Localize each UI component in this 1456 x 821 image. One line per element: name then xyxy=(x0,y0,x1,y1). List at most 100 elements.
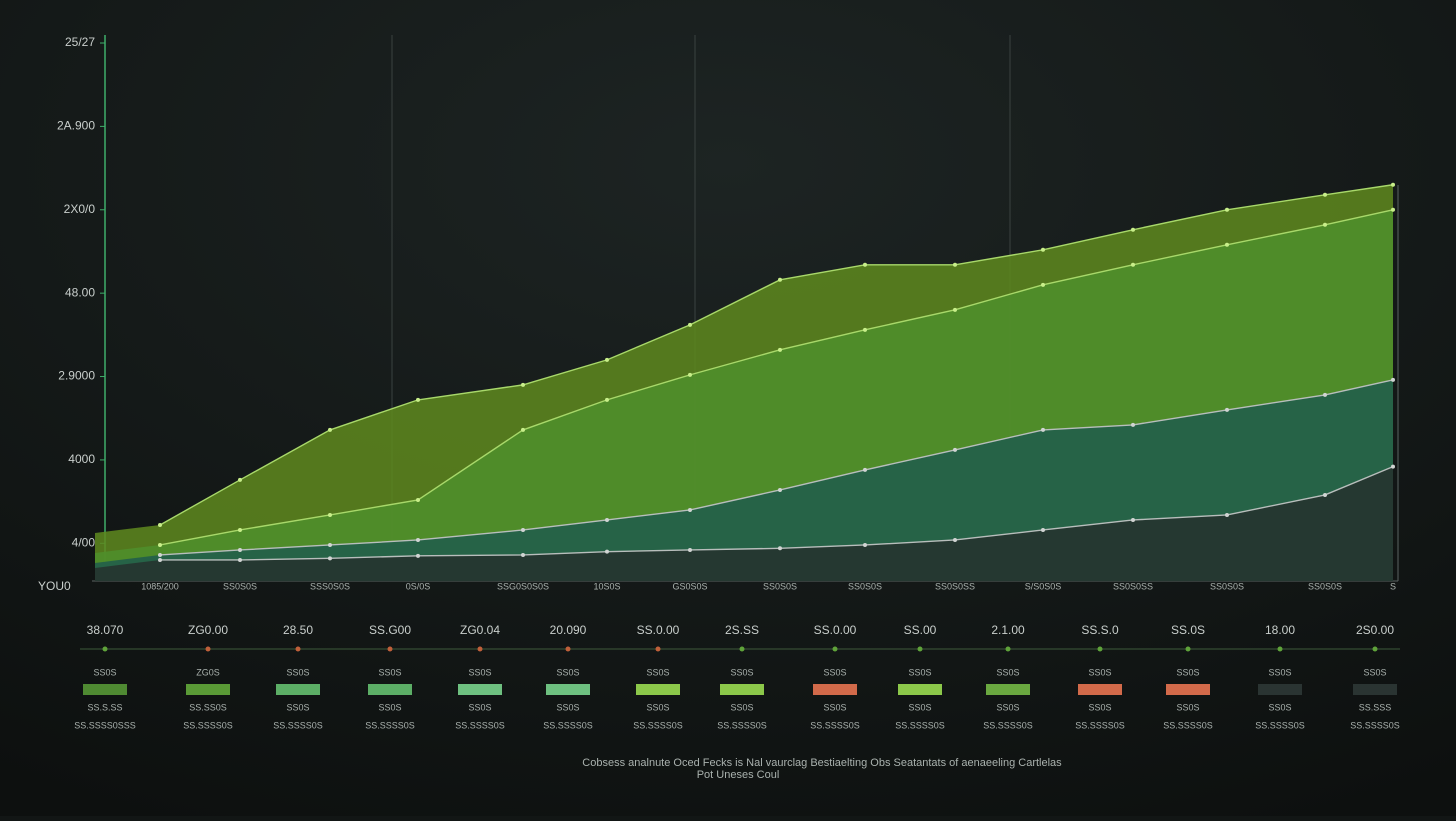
point xyxy=(778,487,782,492)
x-tick-label: SS0S0S xyxy=(1210,581,1244,591)
x-tick-label: SS0S0S xyxy=(223,581,257,591)
swatch xyxy=(458,684,502,695)
timeline-dot xyxy=(1185,646,1191,652)
column-sub: SS.SSSS0S xyxy=(983,720,1033,730)
swatch xyxy=(898,684,942,695)
timeline-dot xyxy=(477,646,483,652)
column-label: ZG0S xyxy=(196,667,220,677)
timeline-dot xyxy=(387,646,393,652)
point xyxy=(521,527,525,532)
swatch xyxy=(720,684,764,695)
column-sub: SS.SSSS0S xyxy=(1255,720,1305,730)
point xyxy=(688,322,692,327)
swatch xyxy=(813,684,857,695)
point xyxy=(863,467,867,472)
column-value: SS.0S xyxy=(1171,623,1205,637)
point xyxy=(238,557,242,562)
point xyxy=(1323,492,1327,497)
column-sub: SS0S xyxy=(468,702,491,712)
point xyxy=(688,372,692,377)
column-value: 2.1.00 xyxy=(991,623,1025,637)
point xyxy=(605,397,609,402)
column-sub: SS.S.SS xyxy=(87,702,122,712)
swatch xyxy=(1078,684,1122,695)
timeline-dot xyxy=(1097,646,1103,652)
point xyxy=(1131,227,1135,232)
swatch xyxy=(986,684,1030,695)
point xyxy=(1041,282,1045,287)
point xyxy=(521,552,525,557)
point xyxy=(416,537,420,542)
column-sub: SS.SSSS0S xyxy=(633,720,683,730)
timeline-dot xyxy=(205,646,211,652)
column-sub: SS.SSSS0S xyxy=(1163,720,1213,730)
column-label: SS0S xyxy=(1176,667,1199,677)
column-value: SS.0.00 xyxy=(637,623,680,637)
point xyxy=(416,397,420,402)
column-sub: SS.SS0S xyxy=(189,702,227,712)
column-sub: SS0S xyxy=(823,702,846,712)
swatch xyxy=(636,684,680,695)
timeline-dot xyxy=(832,646,838,652)
x-tick-label: SS0S0SS xyxy=(935,581,975,591)
x-tick-label: SS0S0S xyxy=(1308,581,1342,591)
y-tick-label: 2A.900 xyxy=(57,119,95,133)
column-value: ZG0.00 xyxy=(188,623,228,637)
point xyxy=(605,517,609,522)
point xyxy=(158,522,162,527)
point xyxy=(1391,207,1395,212)
point xyxy=(521,427,525,432)
column-value: 2S.SS xyxy=(725,623,759,637)
column-label: SS0S xyxy=(1363,667,1386,677)
point xyxy=(1225,407,1229,412)
column-value: 18.00 xyxy=(1265,623,1295,637)
point xyxy=(328,512,332,517)
column-sub: SS0S xyxy=(286,702,309,712)
column-sub: SS.SSSS0S xyxy=(895,720,945,730)
column-value: 2S0.00 xyxy=(1356,623,1394,637)
column-sub: SS0S xyxy=(378,702,401,712)
y-tick-label: 48.00 xyxy=(65,285,95,299)
x-tick-label: 1085/200 xyxy=(141,581,179,591)
column-sub: SS0S xyxy=(556,702,579,712)
x-tick-label: SS0S0S xyxy=(763,581,797,591)
column-label: SS0S xyxy=(378,667,401,677)
column-sub: SS.SSSS0SSS xyxy=(74,720,136,730)
point xyxy=(688,507,692,512)
timeline-dot xyxy=(739,646,745,652)
column-label: SS0S xyxy=(1088,667,1111,677)
point xyxy=(416,497,420,502)
column-sub: SS.SSSS0S xyxy=(543,720,593,730)
column-label: SS0S xyxy=(468,667,491,677)
swatch xyxy=(368,684,412,695)
swatch xyxy=(83,684,127,695)
timeline-dot xyxy=(917,646,923,652)
swatch xyxy=(1353,684,1397,695)
point xyxy=(953,537,957,542)
column-sub: SS0S xyxy=(996,702,1019,712)
point xyxy=(953,307,957,312)
point xyxy=(328,556,332,561)
point xyxy=(778,347,782,352)
column-value: 28.50 xyxy=(283,623,313,637)
x-tick-label: SS0S0S xyxy=(848,581,882,591)
x-tick-label: S xyxy=(1390,581,1396,591)
footer-line: Cobsess analnute Oced Fecks is Nal vaurc… xyxy=(582,757,1062,769)
point xyxy=(238,527,242,532)
column-label: SS0S xyxy=(823,667,846,677)
column-sub: SS.SSSS0S xyxy=(1075,720,1125,730)
column-label: SS0S xyxy=(556,667,579,677)
point xyxy=(328,542,332,547)
column-sub: SS.SSSS0S xyxy=(365,720,415,730)
y-tick-label: 4000 xyxy=(68,452,95,466)
timeline-dot xyxy=(1005,646,1011,652)
column-sub: SS0S xyxy=(908,702,931,712)
x-tick-label: GS0S0S xyxy=(672,581,707,591)
swatch xyxy=(1166,684,1210,695)
x-tick-label: S/S0S0S xyxy=(1025,581,1062,591)
timeline-dot xyxy=(1372,646,1378,652)
point xyxy=(688,547,692,552)
timeline-dot xyxy=(655,646,661,652)
column-sub: SS0S xyxy=(730,702,753,712)
